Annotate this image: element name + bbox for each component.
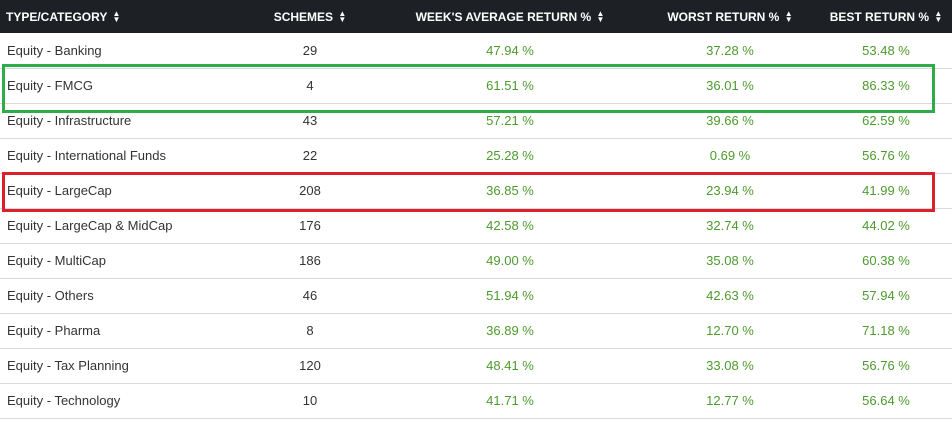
table-row[interactable]: Equity - MultiCap 186 49.00 % 35.08 % 60… (0, 243, 952, 278)
cell-type: Equity - LargeCap (7, 183, 112, 198)
cell-week-avg: 61.51 % (486, 78, 534, 93)
cell-type: Equity - Technology (7, 393, 121, 408)
cell-worst: 37.28 % (706, 42, 754, 58)
cell-week-avg: 48.41 % (486, 358, 534, 373)
cell-type: Equity - FMCG (7, 78, 93, 93)
sort-icon[interactable]: ▲ ▼ (784, 9, 793, 25)
table-body: Equity - Banking 29 47.94 % 37.28 % 53.4… (0, 33, 952, 418)
column-header-label: WEEK'S AVERAGE RETURN % (415, 9, 592, 24)
cell-worst: 12.77 % (706, 393, 754, 408)
cell-type: Equity - Pharma (7, 323, 101, 338)
cell-best: 41.99 % (862, 183, 910, 198)
cell-worst: 35.08 % (706, 253, 754, 268)
sort-icon[interactable]: ▲ ▼ (596, 9, 605, 25)
table-row[interactable]: Equity - Tax Planning 120 48.41 % 33.08 … (0, 348, 952, 383)
cell-type: Equity - International Funds (7, 148, 166, 163)
table-row[interactable]: Equity - Banking 29 47.94 % 37.28 % 53.4… (0, 33, 952, 68)
cell-schemes: 43 (302, 113, 318, 128)
cell-type: Equity - Tax Planning (7, 358, 129, 373)
cell-best: 62.59 % (862, 113, 910, 128)
cell-best: 86.33 % (862, 78, 910, 93)
column-header-label: WORST RETURN % (667, 9, 780, 24)
sort-icon[interactable]: ▲ ▼ (112, 9, 121, 25)
table-header-row: TYPE/CATEGORY ▲ ▼ SCHEMES ▲ ▼ WEEK'S AVERA… (0, 0, 952, 33)
table-row[interactable]: Equity - Infrastructure 43 57.21 % 39.66… (0, 103, 952, 138)
table-row[interactable]: Equity - LargeCap 208 36.85 % 23.94 % 41… (0, 173, 952, 208)
table-row[interactable]: Equity - International Funds 22 25.28 % … (0, 138, 952, 173)
cell-worst: 33.08 % (706, 358, 754, 373)
table-row[interactable]: Equity - FMCG 4 61.51 % 36.01 % 86.33 % (0, 68, 952, 103)
cell-schemes: 46 (302, 288, 318, 303)
sort-icon[interactable]: ▲ ▼ (934, 9, 943, 25)
cell-best: 56.76 % (862, 148, 910, 163)
cell-schemes: 176 (299, 218, 321, 233)
cell-week-avg: 42.58 % (486, 218, 534, 233)
table-row[interactable]: Equity - Technology 10 41.71 % 12.77 % 5… (0, 383, 952, 418)
column-header-schemes[interactable]: SCHEMES ▲ ▼ (240, 0, 380, 33)
cell-week-avg: 51.94 % (486, 288, 534, 303)
column-header-week-avg[interactable]: WEEK'S AVERAGE RETURN % ▲ ▼ (380, 0, 640, 33)
cell-week-avg: 36.85 % (486, 183, 534, 198)
sort-icon[interactable]: ▲ ▼ (338, 9, 347, 25)
cell-week-avg: 57.21 % (486, 113, 534, 128)
cell-type: Equity - Banking (7, 42, 102, 58)
table-row[interactable]: Equity - Others 46 51.94 % 42.63 % 57.94… (0, 278, 952, 313)
table-row[interactable]: Equity - LargeCap & MidCap 176 42.58 % 3… (0, 208, 952, 243)
column-header-worst[interactable]: WORST RETURN % ▲ ▼ (640, 0, 820, 33)
cell-worst: 0.69 % (709, 148, 751, 163)
cell-worst: 12.70 % (706, 323, 754, 338)
cell-week-avg: 41.71 % (486, 393, 534, 408)
cell-best: 53.48 % (862, 42, 910, 58)
cell-schemes: 186 (299, 253, 321, 268)
column-header-best[interactable]: BEST RETURN % ▲ ▼ (820, 0, 952, 33)
cell-type: Equity - Infrastructure (7, 113, 132, 128)
cell-best: 60.38 % (862, 253, 910, 268)
cell-week-avg: 47.94 % (486, 42, 534, 58)
column-header-label: TYPE/CATEGORY (6, 9, 108, 24)
cell-best: 56.64 % (862, 393, 910, 408)
cell-type: Equity - Others (7, 288, 94, 303)
cell-best: 56.76 % (862, 358, 910, 373)
cell-best: 57.94 % (862, 288, 910, 303)
cell-schemes: 10 (302, 393, 318, 408)
cell-schemes: 29 (302, 42, 318, 58)
table-row[interactable]: Equity - Pharma 8 36.89 % 12.70 % 71.18 … (0, 313, 952, 348)
cell-schemes: 8 (306, 323, 314, 338)
cell-schemes: 4 (306, 78, 314, 93)
cell-worst: 42.63 % (706, 288, 754, 303)
cell-week-avg: 36.89 % (486, 323, 534, 338)
cell-worst: 39.66 % (706, 113, 754, 128)
column-header-type[interactable]: TYPE/CATEGORY ▲ ▼ (0, 0, 240, 33)
column-header-label: BEST RETURN % (829, 9, 930, 24)
cell-week-avg: 25.28 % (486, 148, 534, 163)
column-header-label: SCHEMES (273, 9, 334, 24)
cell-best: 71.18 % (862, 323, 910, 338)
cell-type: Equity - MultiCap (7, 253, 106, 268)
cell-schemes: 208 (299, 183, 321, 198)
cell-best: 44.02 % (862, 218, 910, 233)
cell-worst: 23.94 % (706, 183, 754, 198)
cell-schemes: 120 (299, 358, 321, 373)
cell-week-avg: 49.00 % (486, 253, 534, 268)
cell-schemes: 22 (302, 148, 318, 163)
cell-worst: 36.01 % (706, 78, 754, 93)
cell-worst: 32.74 % (706, 218, 754, 233)
cell-type: Equity - LargeCap & MidCap (7, 218, 173, 233)
